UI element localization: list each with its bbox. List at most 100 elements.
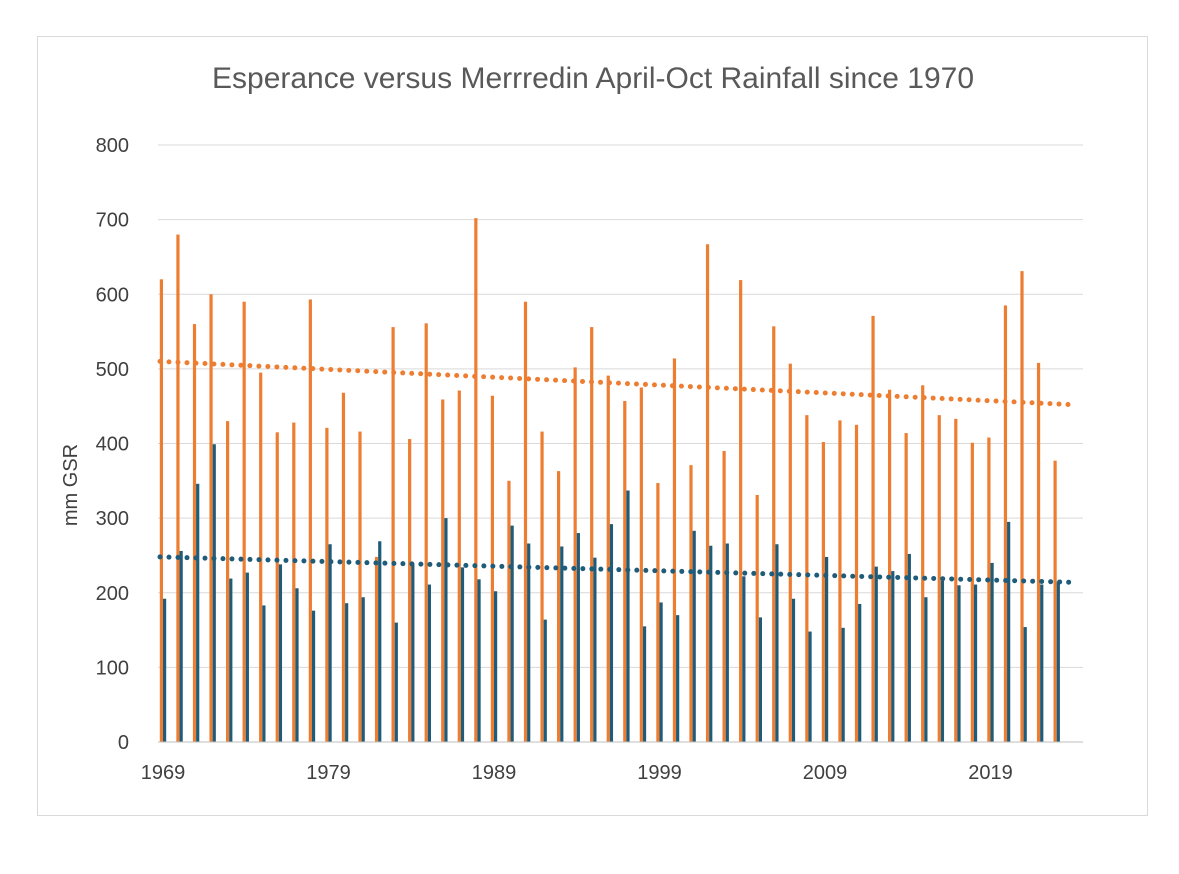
bar-series-1-1977 <box>292 422 296 742</box>
bar-series-2-1998 <box>642 626 647 742</box>
bar-series-1-1991 <box>523 301 528 742</box>
x-tick-label: 1979 <box>306 762 351 784</box>
bar-series-2-1991 <box>527 543 531 742</box>
bar-series-2-2022 <box>1040 584 1044 742</box>
y-tick-label: 400 <box>96 434 129 456</box>
bar-series-2-1999 <box>659 602 663 742</box>
bar-series-1-2012 <box>871 315 875 742</box>
bar-series-2-1996 <box>609 524 614 742</box>
bar-series-2-1969 <box>163 598 167 742</box>
bar-series-1-2006 <box>772 326 776 742</box>
bar-series-2-1978 <box>311 610 316 742</box>
bar-series-2-1984 <box>411 564 415 742</box>
bar-series-2-2012 <box>874 566 878 742</box>
bar-series-1-2014 <box>904 433 908 742</box>
bar-series-1-2022 <box>1036 362 1041 742</box>
bar-series-1-1997 <box>623 400 627 742</box>
bar-series-1-1986 <box>441 399 445 742</box>
bar-series-2-1971 <box>196 483 200 742</box>
bar-series-1-1989 <box>490 395 494 742</box>
bar-series-1-2015 <box>921 385 925 742</box>
bar-series-1-1987 <box>457 390 461 742</box>
bar-series-2-1983 <box>394 622 398 742</box>
bar-series-1-2007 <box>788 363 792 742</box>
bar-series-1-1995 <box>590 327 594 742</box>
axes: 0 100 200 300 400 500 600 700 800 1969 1979 1989 199… <box>96 135 1083 784</box>
bar-series-1-1976 <box>275 432 279 742</box>
y-tick-label: 800 <box>96 135 129 157</box>
bar-series-2-2018 <box>973 584 978 742</box>
bar-series-2-1975 <box>262 605 266 742</box>
bar-series-1-1990 <box>507 480 511 742</box>
bar-series-1-1974 <box>242 301 246 742</box>
bar-series-2-1990 <box>510 525 514 742</box>
bar-series-1-2016 <box>937 415 941 742</box>
bar-series-2-2016 <box>940 580 945 742</box>
bar-series-1-1971 <box>192 324 197 742</box>
bar-series-2-1997 <box>626 490 630 742</box>
y-tick-label: 300 <box>96 508 129 530</box>
bar-series-2-2002 <box>709 545 713 742</box>
bar-series-1-1993 <box>557 471 561 742</box>
bar-series-2-2023 <box>1056 581 1060 742</box>
bar-series-1-1979 <box>325 427 329 742</box>
bar-series-1-2018 <box>970 442 974 742</box>
rainfall-chart: Esperance versus Merrredin April-Oct Rai… <box>60 62 1083 784</box>
chart-title: Esperance versus Merrredin April-Oct Rai… <box>212 62 974 95</box>
bar-series-1-2010 <box>838 420 842 742</box>
bar-series-2-2005 <box>758 617 762 742</box>
bar-series-2-2000 <box>676 615 680 742</box>
bar-series-2-1988 <box>477 579 481 742</box>
bar-series-2-2008 <box>808 631 812 742</box>
bar-series-2-1985 <box>427 584 431 742</box>
x-tick-label: 2019 <box>968 762 1013 784</box>
bar-series-1-2019 <box>987 437 991 742</box>
bar-series-1-1980 <box>341 392 346 742</box>
bar-series-1-2020 <box>1003 305 1008 742</box>
y-tick-label: 200 <box>96 583 129 605</box>
bar-series-2-2017 <box>957 585 961 742</box>
bar-series-1-2009 <box>821 442 825 742</box>
bar-series-1-1988 <box>474 218 478 742</box>
bar-series-1-1970 <box>176 234 180 743</box>
bar-series-1-1994 <box>573 367 577 742</box>
bar-series-2-1987 <box>460 567 465 742</box>
bar-series-1-1981 <box>358 431 362 742</box>
y-tick-label: 0 <box>118 732 129 754</box>
bar-series-1-1999 <box>656 483 660 742</box>
y-tick-label: 600 <box>96 284 129 306</box>
bar-series-2-2004 <box>742 576 746 742</box>
bar-series-1-2011 <box>854 424 859 742</box>
bar-series-1-1998 <box>639 387 643 742</box>
bar-series-1-2003 <box>722 450 726 742</box>
bar-series-1-2017 <box>954 418 958 742</box>
y-tick-label: 700 <box>96 210 129 232</box>
trendline-series-2 <box>157 554 1076 585</box>
bar-series-2-2001 <box>692 530 696 742</box>
bar-series-2-1989 <box>494 591 498 742</box>
bar-series-2-1993 <box>560 546 564 742</box>
y-tick-label: 500 <box>96 359 129 381</box>
bar-series-1-1996 <box>606 375 610 742</box>
bar-series-2-2010 <box>841 627 845 742</box>
x-tick-label: 1969 <box>141 762 186 784</box>
trendlines <box>157 358 1076 585</box>
bar-series-2-1970 <box>179 550 183 742</box>
bar-series-1-2001 <box>689 465 693 742</box>
bar-series-2-2006 <box>775 544 779 742</box>
bar-series-2-2019 <box>990 562 994 742</box>
bar-series-2-1981 <box>361 597 365 742</box>
bar-series-2-1980 <box>345 603 349 742</box>
bar-series-2-1995 <box>593 557 597 742</box>
bar-series-1-1969 <box>159 279 163 742</box>
bar-series-2-1986 <box>444 518 448 743</box>
y-tick-label: 100 <box>96 657 129 679</box>
bar-series-1-1972 <box>209 294 213 742</box>
bar-series-2-2020 <box>1007 521 1011 742</box>
bar-series-2-2007 <box>791 598 796 742</box>
bars <box>159 218 1060 743</box>
bar-series-2-2021 <box>1023 627 1027 742</box>
x-tick-label: 2009 <box>803 762 848 784</box>
bar-series-2-1977 <box>295 588 299 742</box>
bar-series-2-1973 <box>229 578 233 742</box>
